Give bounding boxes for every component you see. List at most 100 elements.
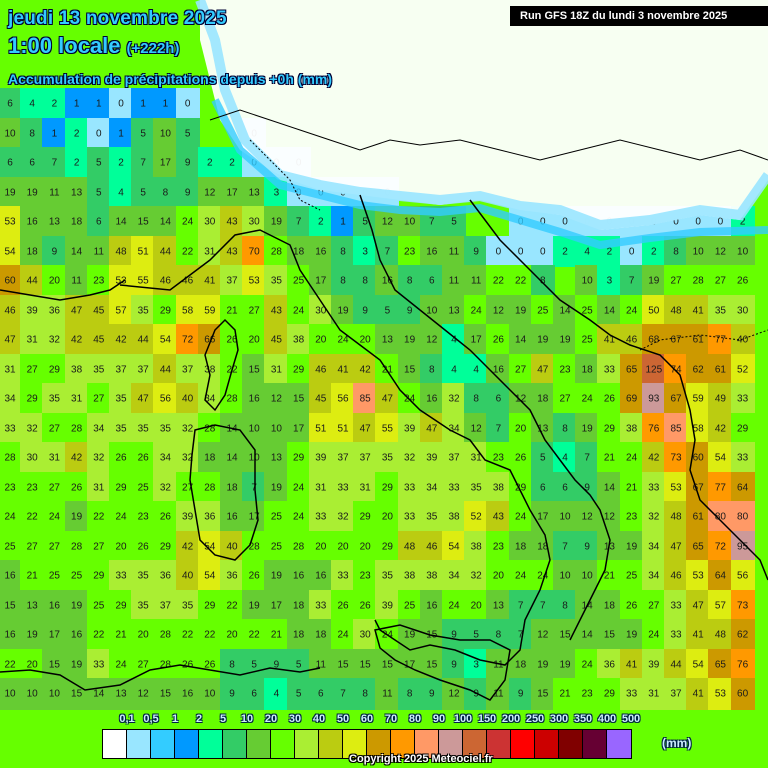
grid-cell — [730, 648, 755, 681]
grid-cell — [64, 589, 89, 622]
precipitation-value: 39 — [426, 452, 438, 464]
grid-cell — [20, 442, 45, 474]
precipitation-value: 54 — [159, 334, 171, 346]
precipitation-value: 19 — [537, 659, 549, 670]
precipitation-value: 9 — [184, 157, 191, 169]
precipitation-value: 31 — [270, 364, 282, 375]
precipitation-value: 5 — [362, 216, 368, 228]
precipitation-value: 8 — [473, 393, 479, 405]
precipitation-value: 9 — [473, 246, 479, 257]
precipitation-value: 53 — [692, 570, 704, 582]
precipitation-value: 36 — [603, 659, 615, 670]
precipitation-value: 19 — [270, 570, 282, 582]
forecast-date: jeudi 13 novembre 2025 — [8, 8, 227, 29]
precipitation-value: 23 — [4, 482, 16, 493]
precipitation-value: 17 — [470, 334, 482, 346]
precipitation-value: 2 — [318, 216, 324, 228]
precipitation-value: 16 — [492, 364, 504, 375]
precipitation-value: 29 — [381, 482, 393, 493]
precipitation-value: 4 — [118, 187, 124, 198]
grid-cell — [708, 589, 733, 622]
precipitation-value: 77 — [714, 482, 726, 493]
precipitation-value: 4 — [29, 98, 35, 110]
precipitation-value: 48 — [404, 541, 416, 552]
legend-swatch — [391, 730, 415, 758]
grid-cell — [20, 501, 45, 533]
map-subtitle: Accumulation de précipitations depuis +0… — [8, 71, 332, 87]
precipitation-value: 23 — [26, 482, 38, 493]
precipitation-value: 42 — [71, 452, 83, 464]
precipitation-value: 9 — [517, 688, 524, 700]
precipitation-value: 33 — [315, 600, 327, 611]
precipitation-value: 37 — [226, 275, 238, 287]
precipitation-value: 30 — [359, 629, 371, 641]
precipitation-value: 11 — [493, 659, 504, 670]
precipitation-value: 5 — [140, 187, 146, 198]
precipitation-value: 29 — [115, 482, 127, 493]
precipitation-value: 5 — [295, 688, 302, 700]
precipitation-value: 15 — [404, 364, 416, 375]
precipitation-value: 76 — [648, 423, 660, 434]
precipitation-value: 0 — [606, 216, 613, 228]
precipitation-value: 23 — [492, 452, 504, 464]
grid-cell — [641, 619, 666, 651]
legend-swatch — [343, 730, 367, 758]
grid-cell — [42, 88, 67, 120]
grid-cell — [20, 147, 45, 179]
precipitation-value: 19 — [559, 659, 571, 670]
precipitation-value: 11 — [315, 659, 326, 670]
precipitation-value: 18 — [537, 393, 549, 405]
precipitation-value: 24 — [337, 334, 349, 346]
grid-cell — [20, 324, 45, 356]
precipitation-value: 31 — [4, 364, 16, 375]
precipitation-value: 22 — [248, 629, 260, 641]
precipitation-value: 17 — [248, 511, 260, 523]
precipitation-value: 60 — [737, 688, 749, 700]
grid-cell — [20, 117, 45, 150]
precipitation-value: 40 — [182, 570, 194, 582]
precipitation-value: 10 — [4, 688, 16, 700]
precipitation-value: 9 — [362, 305, 368, 316]
precipitation-value: 9 — [584, 482, 590, 493]
precipitation-value: 7 — [429, 216, 435, 228]
precipitation-value: 9 — [451, 629, 457, 641]
precipitation-value: 9 — [51, 246, 58, 257]
precipitation-value: 25 — [71, 570, 83, 582]
legend-swatch — [367, 730, 391, 758]
grid-cell — [20, 530, 45, 563]
precipitation-value: 58 — [692, 423, 704, 434]
precipitation-value: 67 — [670, 393, 682, 405]
precipitation-value: 19 — [248, 600, 260, 611]
precipitation-value: 24 — [115, 511, 127, 523]
precipitation-value: 8 — [362, 688, 368, 700]
precipitation-value: 16 — [48, 600, 60, 611]
precipitation-value: 2 — [651, 246, 657, 257]
legend-label: 2 — [195, 713, 203, 725]
precipitation-value: 10 — [26, 688, 38, 700]
grid-cell — [20, 235, 45, 268]
precipitation-value: 38 — [204, 364, 216, 375]
precipitation-value: 23 — [359, 570, 371, 582]
precipitation-value: 33 — [603, 364, 615, 375]
grid-cell — [153, 176, 178, 209]
precipitation-value: 47 — [426, 423, 438, 434]
precipitation-value: 31 — [470, 452, 482, 464]
precipitation-value: 21 — [115, 629, 127, 641]
precipitation-value: 64 — [737, 482, 749, 493]
grid-cell — [686, 619, 711, 651]
grid-cell — [663, 589, 689, 622]
precipitation-value: 25 — [4, 541, 16, 552]
precipitation-value: 5 — [140, 128, 146, 139]
precipitation-value: 28 — [293, 541, 305, 552]
precipitation-value: 18 — [26, 246, 38, 257]
precipitation-value: 21 — [559, 688, 571, 700]
precipitation-value: 10 — [692, 246, 704, 257]
precipitation-value: 34 — [93, 423, 105, 434]
precipitation-value: 9 — [229, 688, 235, 700]
precipitation-value: 27 — [48, 482, 60, 493]
precipitation-value: 2 — [73, 157, 80, 169]
precipitation-value: 35 — [137, 600, 149, 611]
grid-cell — [708, 619, 733, 651]
precipitation-value: 32 — [648, 511, 660, 523]
grid-cell — [86, 117, 111, 150]
